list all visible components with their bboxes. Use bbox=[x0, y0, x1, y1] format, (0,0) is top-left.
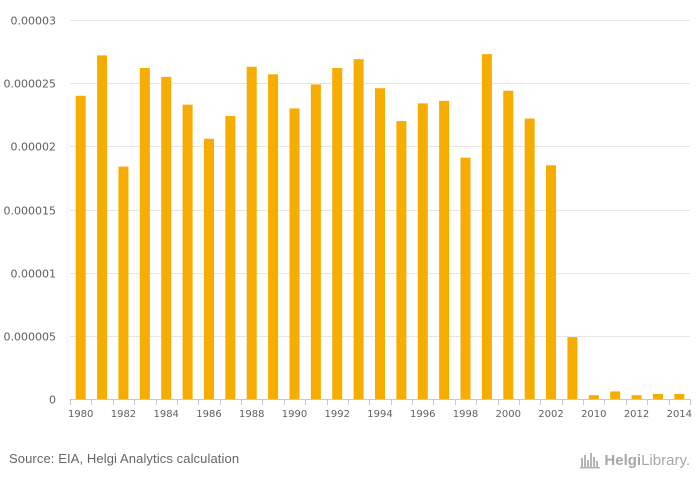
bar-1980[interactable] bbox=[75, 95, 86, 400]
y-tick-labels: 0 0.000005 0.00001 0.000015 0.00002 0.000025 0… bbox=[4, 15, 57, 407]
x-tick-label: 2010 bbox=[581, 409, 606, 420]
y-tick-label: 0.00001 bbox=[11, 268, 57, 281]
bar-1986[interactable] bbox=[203, 138, 214, 399]
bar-2002[interactable] bbox=[546, 165, 557, 399]
bar-2013[interactable] bbox=[652, 393, 663, 399]
footer: Source: EIA, Helgi Analytics calculation… bbox=[0, 440, 700, 483]
x-tick-label: 1986 bbox=[196, 409, 221, 420]
brand-logo-group[interactable]: HelgiLibrary. bbox=[580, 450, 690, 470]
bar-1994[interactable] bbox=[375, 88, 385, 399]
x-tick-label: 1988 bbox=[239, 409, 264, 420]
y-tick-label: 0.00003 bbox=[11, 15, 57, 28]
bar-1995[interactable] bbox=[396, 121, 407, 399]
bar-1998[interactable] bbox=[460, 157, 471, 399]
x-tick-label: 1994 bbox=[367, 409, 392, 420]
bar-2000[interactable] bbox=[503, 90, 514, 399]
bars bbox=[75, 54, 685, 400]
x-tick-label: 1980 bbox=[68, 409, 93, 420]
brand-name: HelgiLibrary. bbox=[604, 451, 690, 469]
bar-1990[interactable] bbox=[289, 108, 300, 400]
helgi-library-logo-icon bbox=[580, 453, 601, 469]
bar-2003[interactable] bbox=[567, 337, 578, 399]
source-note: Source: EIA, Helgi Analytics calculation bbox=[9, 451, 240, 466]
x-tick-label: 2000 bbox=[496, 409, 521, 420]
bar-1996[interactable] bbox=[417, 103, 428, 399]
bar-1991[interactable] bbox=[310, 84, 321, 400]
bar-1985[interactable] bbox=[182, 104, 193, 399]
bar-2010[interactable] bbox=[588, 395, 599, 399]
y-tick-label: 0 bbox=[49, 394, 56, 407]
x-tick-label: 2014 bbox=[667, 409, 692, 420]
x-tick-label: 1982 bbox=[111, 409, 136, 420]
bar-2001[interactable] bbox=[524, 118, 535, 399]
x-tick-label: 1984 bbox=[153, 409, 178, 420]
x-tick-label: 1992 bbox=[325, 409, 350, 420]
bar-1981[interactable] bbox=[97, 55, 108, 400]
y-tick-label: 0.00002 bbox=[11, 141, 57, 154]
x-tick-label: 2002 bbox=[538, 409, 563, 420]
bar-2011[interactable] bbox=[610, 391, 621, 399]
x-tick-label: 1990 bbox=[282, 409, 307, 420]
bar-chart: 0 0.000005 0.00001 0.000015 0.00002 0.000025 0… bbox=[4, 15, 693, 421]
bar-1993[interactable] bbox=[353, 59, 364, 399]
axes bbox=[70, 399, 691, 405]
y-tick-label: 0.000025 bbox=[4, 78, 57, 91]
bar-1988[interactable] bbox=[246, 66, 257, 400]
bar-1984[interactable] bbox=[161, 76, 172, 399]
x-tick-label: 1996 bbox=[410, 409, 435, 420]
bar-1982[interactable] bbox=[118, 166, 129, 399]
y-tick-label: 0.000015 bbox=[4, 205, 57, 218]
x-tick-labels: 1980 1982 1984 1986 1988 1990 1992 1994 1996 1998… bbox=[68, 409, 692, 420]
x-tick-label: 1998 bbox=[453, 409, 478, 420]
bar-1992[interactable] bbox=[332, 68, 343, 399]
bar-1997[interactable] bbox=[439, 100, 450, 399]
bar-1983[interactable] bbox=[139, 68, 150, 399]
y-tick-label: 0.000005 bbox=[4, 331, 57, 344]
bar-1999[interactable] bbox=[481, 54, 492, 400]
bar-1989[interactable] bbox=[268, 74, 279, 399]
x-tick-label: 2012 bbox=[624, 409, 649, 420]
bar-2014[interactable] bbox=[674, 393, 685, 399]
bar-2012[interactable] bbox=[631, 395, 642, 399]
bar-1987[interactable] bbox=[225, 116, 236, 399]
